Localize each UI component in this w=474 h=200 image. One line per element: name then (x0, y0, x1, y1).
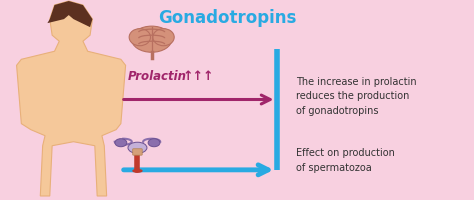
Polygon shape (17, 2, 126, 196)
Text: Prolactin: Prolactin (128, 70, 187, 82)
Ellipse shape (115, 139, 127, 147)
Text: ↑↑↑: ↑↑↑ (182, 70, 214, 82)
Ellipse shape (128, 142, 147, 154)
Ellipse shape (153, 30, 174, 46)
Text: Gonadotropins: Gonadotropins (158, 9, 297, 27)
FancyBboxPatch shape (133, 149, 142, 155)
Ellipse shape (148, 139, 160, 147)
Polygon shape (47, 2, 92, 28)
Text: Effect on production
of spermatozoa: Effect on production of spermatozoa (296, 148, 395, 172)
Ellipse shape (131, 27, 172, 53)
Ellipse shape (129, 30, 150, 46)
Ellipse shape (132, 169, 143, 173)
Text: The increase in prolactin
reduces the production
of gonadotropins: The increase in prolactin reduces the pr… (296, 76, 417, 116)
